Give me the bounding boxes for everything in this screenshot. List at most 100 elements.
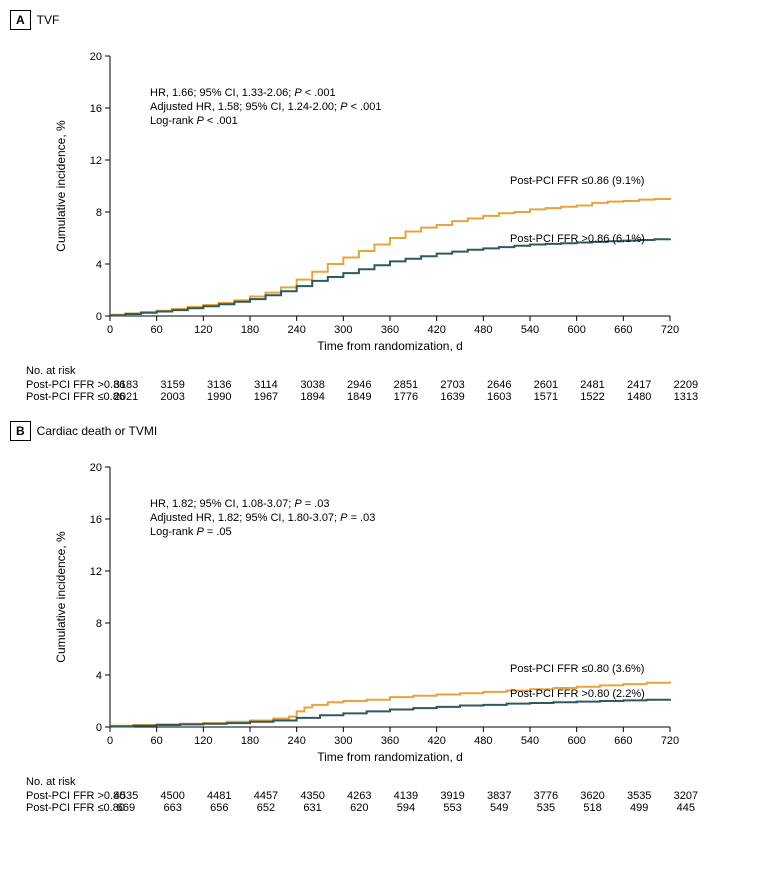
svg-text:480: 480 — [474, 735, 492, 747]
risk-cell: 656 — [196, 802, 243, 814]
svg-text:600: 600 — [567, 735, 585, 747]
svg-text:Adjusted HR, 1.82; 95% CI, 1.8: Adjusted HR, 1.82; 95% CI, 1.80-3.07; P … — [150, 512, 375, 524]
panel-title-row: A TVF — [10, 10, 773, 30]
risk-row: Post-PCI FFR ≤0.862021200319901967189418… — [10, 391, 773, 403]
svg-text:HR, 1.82; 95% CI, 1.08-3.07; P: HR, 1.82; 95% CI, 1.08-3.07; P = .03 — [150, 498, 329, 510]
risk-cell: 3159 — [149, 379, 196, 391]
risk-row-label: Post-PCI FFR ≤0.86 — [10, 391, 103, 403]
svg-text:240: 240 — [287, 324, 305, 336]
risk-cell: 1849 — [336, 391, 383, 403]
svg-text:Post-PCI FFR >0.86 (6.1%): Post-PCI FFR >0.86 (6.1%) — [510, 233, 645, 245]
risk-row: Post-PCI FFR >0.863183315931363114303829… — [10, 379, 773, 391]
risk-cell: 2003 — [149, 391, 196, 403]
risk-cell: 549 — [476, 802, 523, 814]
risk-title: No. at risk — [26, 776, 773, 788]
risk-cell: 620 — [336, 802, 383, 814]
svg-text:Cumulative incidence, %: Cumulative incidence, % — [54, 120, 68, 252]
panel-title-text: Cardiac death or TVMI — [37, 424, 158, 438]
risk-cell: 1639 — [429, 391, 476, 403]
risk-cell: 2946 — [336, 379, 383, 391]
svg-text:Post-PCI FFR >0.80 (2.2%): Post-PCI FFR >0.80 (2.2%) — [510, 688, 645, 700]
risk-cell: 4457 — [243, 790, 290, 802]
risk-cell: 2646 — [476, 379, 523, 391]
risk-cell: 499 — [616, 802, 663, 814]
risk-cell: 631 — [289, 802, 336, 814]
svg-text:8: 8 — [96, 618, 102, 630]
risk-cell: 4350 — [289, 790, 336, 802]
svg-text:540: 540 — [521, 324, 539, 336]
risk-cell: 1571 — [523, 391, 570, 403]
risk-cell: 3620 — [569, 790, 616, 802]
risk-row-label: Post-PCI FFR >0.86 — [10, 379, 103, 391]
risk-cell: 3919 — [429, 790, 476, 802]
svg-text:720: 720 — [661, 735, 679, 747]
svg-text:Post-PCI FFR ≤0.86 (9.1%): Post-PCI FFR ≤0.86 (9.1%) — [510, 175, 644, 187]
curve-high-group — [110, 699, 670, 726]
svg-text:0: 0 — [96, 722, 102, 734]
svg-text:420: 420 — [427, 735, 445, 747]
svg-text:Time from randomization, d: Time from randomization, d — [317, 339, 463, 353]
risk-title: No. at risk — [26, 365, 773, 377]
svg-text:300: 300 — [334, 735, 352, 747]
svg-text:540: 540 — [521, 735, 539, 747]
risk-row-label: Post-PCI FFR ≤0.80 — [10, 802, 103, 814]
panel-b: BCardiac death or TVMI048121620060120180… — [10, 421, 773, 814]
svg-text:20: 20 — [90, 462, 102, 474]
risk-cell: 3207 — [663, 790, 710, 802]
risk-cell: 1894 — [289, 391, 336, 403]
risk-cell: 553 — [429, 802, 476, 814]
svg-text:16: 16 — [90, 103, 102, 115]
risk-cell: 2417 — [616, 379, 663, 391]
svg-text:60: 60 — [151, 324, 163, 336]
risk-cell: 1480 — [616, 391, 663, 403]
risk-cell: 4535 — [103, 790, 150, 802]
svg-text:600: 600 — [567, 324, 585, 336]
panel-title-text: TVF — [37, 13, 60, 27]
risk-cell: 2021 — [103, 391, 150, 403]
risk-cell: 1776 — [383, 391, 430, 403]
risk-cell: 2209 — [663, 379, 710, 391]
svg-text:16: 16 — [90, 514, 102, 526]
risk-cell: 4481 — [196, 790, 243, 802]
svg-text:12: 12 — [90, 155, 102, 167]
curve-low-group — [110, 198, 670, 315]
risk-cell: 445 — [663, 802, 710, 814]
risk-cell: 1603 — [476, 391, 523, 403]
risk-cell: 2481 — [569, 379, 616, 391]
svg-text:660: 660 — [614, 324, 632, 336]
svg-text:Log-rank P = .05: Log-rank P = .05 — [150, 526, 232, 538]
risk-cell: 594 — [383, 802, 430, 814]
risk-cell: 652 — [243, 802, 290, 814]
panel-a: ATVF048121620060120180240300360420480540… — [10, 10, 773, 403]
risk-cell: 1313 — [663, 391, 710, 403]
risk-cell: 1967 — [243, 391, 290, 403]
risk-cell: 2703 — [429, 379, 476, 391]
risk-row: Post-PCI FFR >0.804535450044814457435042… — [10, 790, 773, 802]
risk-cell: 4263 — [336, 790, 383, 802]
risk-cell: 518 — [569, 802, 616, 814]
risk-cell: 1990 — [196, 391, 243, 403]
svg-text:Adjusted HR, 1.58; 95% CI, 1.2: Adjusted HR, 1.58; 95% CI, 1.24-2.00; P … — [150, 101, 381, 113]
risk-cell: 1522 — [569, 391, 616, 403]
svg-text:4: 4 — [96, 259, 102, 271]
risk-cell: 4139 — [383, 790, 430, 802]
curve-high-group — [110, 239, 670, 316]
svg-text:HR, 1.66; 95% CI, 1.33-2.06; P: HR, 1.66; 95% CI, 1.33-2.06; P < .001 — [150, 87, 336, 99]
panel-letter: A — [10, 10, 31, 30]
svg-text:480: 480 — [474, 324, 492, 336]
risk-cell: 3535 — [616, 790, 663, 802]
svg-text:660: 660 — [614, 735, 632, 747]
svg-text:8: 8 — [96, 207, 102, 219]
svg-text:720: 720 — [661, 324, 679, 336]
svg-text:180: 180 — [241, 324, 259, 336]
km-chart: 0481216200601201802403003604204805406006… — [10, 447, 730, 767]
svg-text:Time from randomization, d: Time from randomization, d — [317, 750, 463, 764]
risk-cell: 3776 — [523, 790, 570, 802]
svg-text:300: 300 — [334, 324, 352, 336]
panel-title-row: B Cardiac death or TVMI — [10, 421, 773, 441]
panel-letter: B — [10, 421, 31, 441]
risk-row-label: Post-PCI FFR >0.80 — [10, 790, 103, 802]
svg-text:0: 0 — [107, 324, 113, 336]
risk-cell: 669 — [103, 802, 150, 814]
risk-cell: 3837 — [476, 790, 523, 802]
